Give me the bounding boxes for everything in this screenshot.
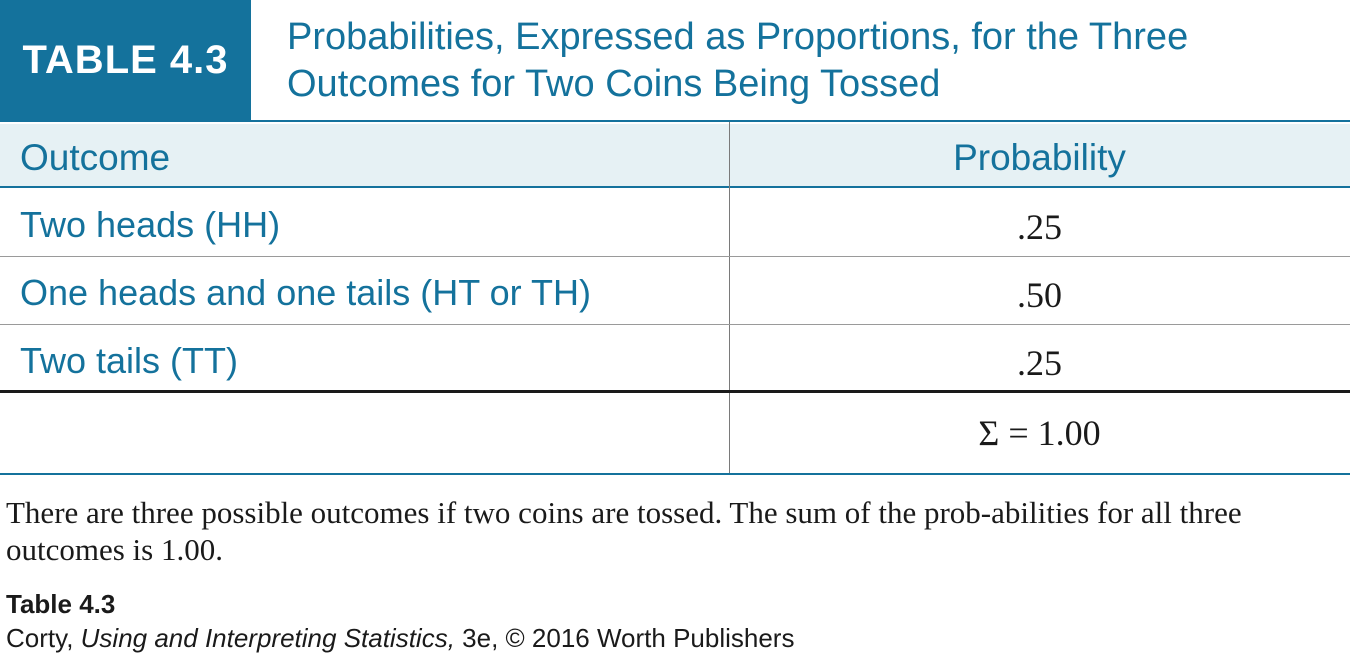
column-header-row <box>0 124 1350 186</box>
table-number-label: TABLE 4.3 <box>0 0 251 120</box>
table-header: TABLE 4.3 Probabilities, Expressed as Pr… <box>0 0 1350 120</box>
outcome-column-header: Outcome <box>20 137 171 178</box>
row-probability: .50 <box>1017 275 1062 315</box>
probability-column-header: Probability <box>953 137 1126 178</box>
sum-total: Σ = 1.00 <box>978 413 1101 453</box>
table-caption: Probabilities, Expressed as Proportions,… <box>287 16 1189 105</box>
header-rule <box>0 186 1350 188</box>
row-outcome: Two heads (HH) <box>20 204 281 245</box>
figure-credit: Corty, Using and Interpreting Statistics… <box>6 623 794 654</box>
credit-rest: 3e, © 2016 Worth Publishers <box>454 623 795 653</box>
credit-title: Using and Interpreting Statistics, <box>80 623 455 653</box>
row-outcome: One heads and one tails (HT or TH) <box>20 272 591 313</box>
row-probability: .25 <box>1017 207 1062 247</box>
table-note: There are three possible outcomes if two… <box>6 495 1242 567</box>
row-separator <box>0 324 1350 325</box>
figure-label: Table 4.3 <box>6 589 116 619</box>
total-rule <box>0 390 1350 393</box>
bottom-rule <box>0 473 1350 475</box>
column-divider <box>729 122 730 474</box>
top-rule <box>0 120 1350 122</box>
row-separator <box>0 256 1350 257</box>
row-probability: .25 <box>1017 343 1062 383</box>
row-outcome: Two tails (TT) <box>20 340 239 381</box>
credit-author: Corty, <box>6 623 81 653</box>
